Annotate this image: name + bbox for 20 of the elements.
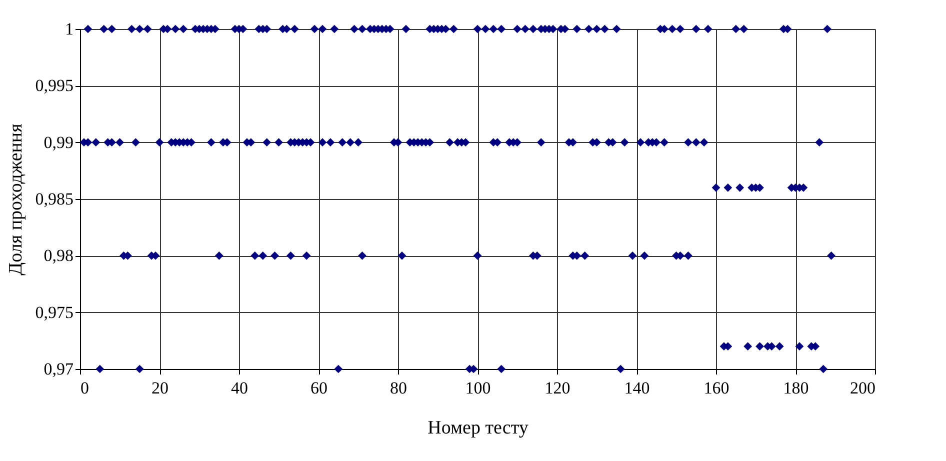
x-tick-label: 100	[465, 378, 491, 398]
x-tick-label: 120	[544, 378, 570, 398]
y-tick-label: 0,99	[44, 132, 74, 152]
x-tick-label: 160	[704, 378, 730, 398]
y-tick-label: 0,995	[35, 76, 74, 96]
y-axis-title: Доля проходження	[5, 123, 26, 276]
y-tick-label: 0,985	[35, 190, 74, 208]
x-tick-label: 0	[80, 378, 89, 398]
x-tick-label: 200	[850, 378, 876, 398]
y-tick-label: 0,97	[44, 360, 74, 378]
x-tick-label: 180	[783, 378, 809, 398]
x-tick-label: 20	[152, 378, 168, 398]
x-tick-label: 80	[390, 378, 407, 398]
x-tick-label: 140	[624, 378, 650, 398]
y-tick-label: 0,98	[44, 246, 74, 266]
x-tick-label: 40	[231, 378, 248, 398]
x-axis-title: Номер тесту	[428, 418, 529, 438]
y-tick-label: 1	[65, 20, 74, 38]
x-tick-label: 60	[310, 378, 328, 398]
y-tick-label: 0,975	[35, 302, 74, 322]
